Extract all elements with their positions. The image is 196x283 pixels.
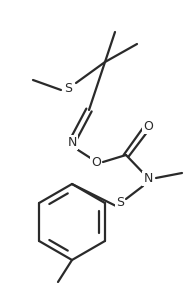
Text: O: O [143,119,153,132]
Text: S: S [64,82,72,95]
Text: S: S [116,196,124,209]
Text: N: N [143,171,153,185]
Text: N: N [67,136,77,149]
Text: O: O [91,156,101,170]
